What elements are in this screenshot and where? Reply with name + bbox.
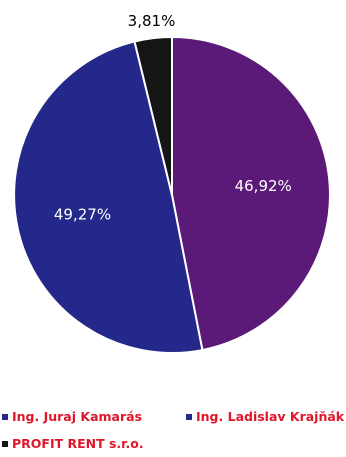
chart-legend: Ing. Juraj Kamarás Ing. Ladislav Krajňák… [0,395,346,457]
legend-swatch [186,413,192,420]
pie-slice-0 [171,35,332,352]
slice-value-label-1: 49,27% [54,206,111,224]
slice-labels: 46,92% 49,27% 3,81% [54,12,292,224]
legend-label: Ing. Juraj Kamarás [12,409,143,424]
slice-value-label-0: 46,92% [235,177,292,195]
pie-slice-2 [133,35,173,196]
legend-item-juraj-kamaras: Ing. Juraj Kamarás [2,409,142,424]
slice-value-label-2: 3,81% [128,12,176,30]
pie-slice-1 [13,40,204,354]
legend-item-profit-rent: PROFIT RENT s.r.o. [2,436,144,451]
legend-swatch [2,440,8,447]
legend-item-ladislav-krajnak: Ing. Ladislav Krajňák [186,409,344,424]
pie-chart: 46,92% 49,27% 3,81% [13,12,332,354]
legend-label: Ing. Ladislav Krajňák [196,409,345,424]
legend-label: PROFIT RENT s.r.o. [12,436,144,451]
legend-swatch [2,413,8,420]
pie-slices [13,35,332,354]
